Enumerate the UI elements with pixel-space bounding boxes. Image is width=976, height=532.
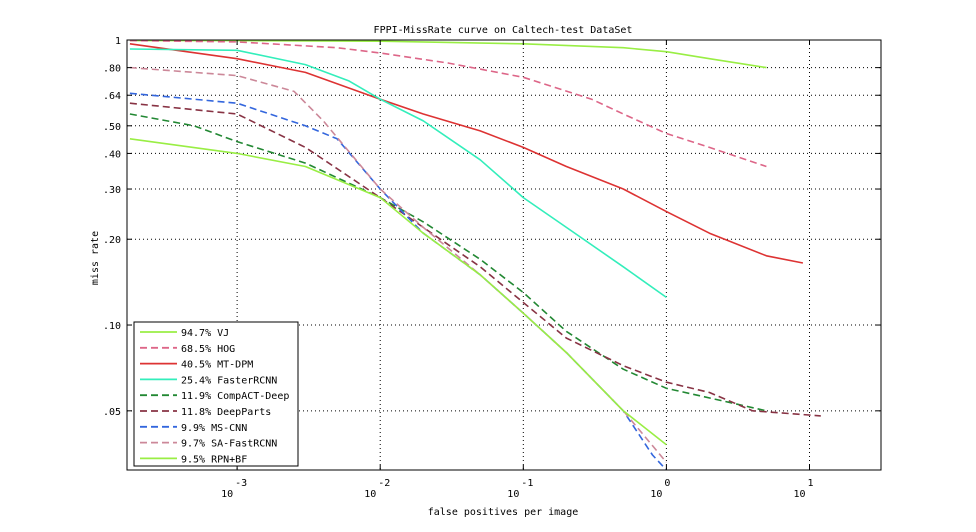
legend-box <box>133 321 299 467</box>
legend-entry: 68.5% HOG <box>181 344 235 355</box>
series-line-5 <box>129 102 821 417</box>
x-tick-base: 10 <box>364 489 376 500</box>
x-tick-base: 10 <box>507 489 519 500</box>
legend-entry: 40.5% MT-DPM <box>181 360 253 371</box>
x-tick-exponent: -2 <box>378 478 390 489</box>
y-tick-label: .50 <box>103 122 121 133</box>
y-tick-label: 1 <box>115 36 121 47</box>
axis-ticks: 10-310-210-11001011.80.64.50.40.30.20.10… <box>103 36 881 500</box>
plot-frame <box>126 39 882 471</box>
legend-entry: 11.8% DeepParts <box>181 407 271 418</box>
x-tick-base: 10 <box>793 489 805 500</box>
x-tick-exponent: -1 <box>521 478 533 489</box>
y-tick-label: .05 <box>103 407 121 418</box>
x-tick-base: 10 <box>221 489 233 500</box>
y-tick-label: .80 <box>103 64 121 75</box>
x-axis-label: false positives per image <box>428 507 579 518</box>
series-line-3 <box>129 48 667 299</box>
x-tick-exponent: -3 <box>235 478 247 489</box>
series-line-1 <box>129 39 767 168</box>
legend-entry: 9.5% RPN+BF <box>181 454 247 465</box>
series-lines <box>129 39 821 471</box>
x-tick-exponent: 0 <box>664 478 670 489</box>
series-line-4 <box>129 113 767 412</box>
legend-entry: 9.9% MS-CNN <box>181 423 247 434</box>
series-line-0 <box>129 39 767 69</box>
legend: 94.7% VJ 68.5% HOG 40.5% MT-DPM 25.4% Faste… <box>133 321 299 467</box>
y-axis-label: miss rate <box>90 231 101 285</box>
x-tick-exponent: 1 <box>807 478 813 489</box>
series-line-7 <box>129 66 668 463</box>
legend-entry: 9.7% SA-FastRCNN <box>181 439 277 450</box>
y-tick-label: .20 <box>103 235 121 246</box>
x-tick-base: 10 <box>650 489 662 500</box>
series-line-8 <box>129 138 667 446</box>
legend-entry: 11.9% CompACT-Deep <box>181 391 289 402</box>
y-tick-label: .40 <box>103 149 121 160</box>
legend-entry: 25.4% FasterRCNN <box>181 375 277 386</box>
y-tick-label: .64 <box>103 91 121 102</box>
series-line-2 <box>129 43 804 264</box>
y-tick-label: .10 <box>103 321 121 332</box>
y-tick-label: .30 <box>103 185 121 196</box>
legend-entry: 94.7% VJ <box>181 328 229 339</box>
grid <box>127 39 881 470</box>
chart-title: FPPI-MissRate curve on Caltech-test Data… <box>374 25 633 36</box>
